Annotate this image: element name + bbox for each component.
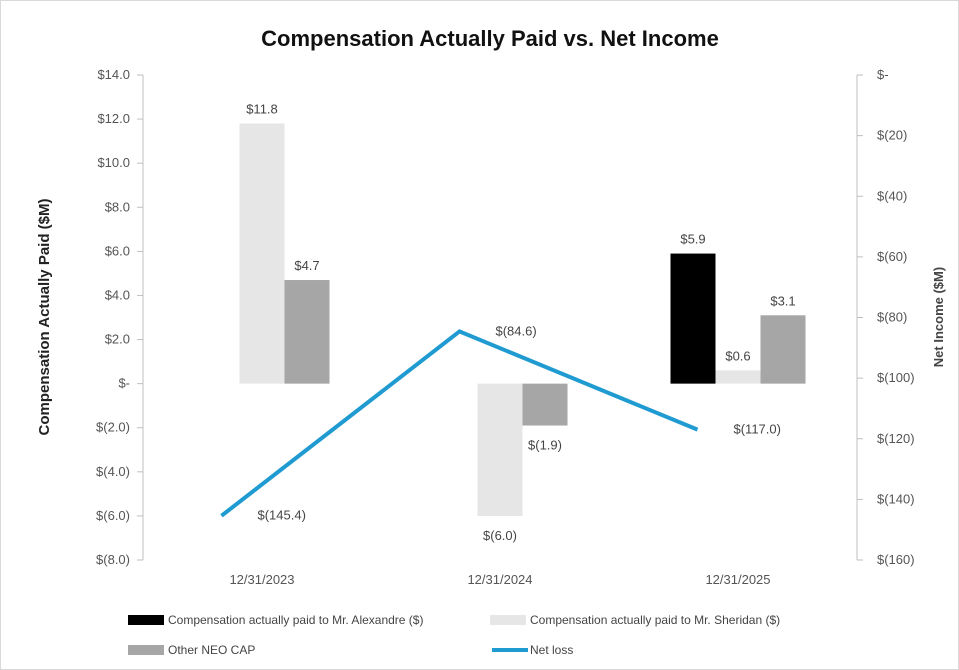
bar-data-label: $0.6	[725, 348, 750, 363]
right-tick-label: $-	[877, 67, 889, 82]
left-tick-label: $(6.0)	[96, 508, 130, 523]
bar	[239, 123, 285, 384]
line-data-label: $(117.0)	[734, 422, 781, 437]
bar	[284, 280, 330, 384]
right-tick-label: $(20)	[877, 128, 907, 143]
axes: $14.0 $12.0 $10.0 $8.0 $6.0 $4.0 $2.0 $- $(2.0) $…	[36, 67, 946, 587]
legend-label: Other NEO CAP	[168, 643, 255, 657]
right-tick-label: $(40)	[877, 188, 907, 203]
bar-data-label: $5.9	[680, 232, 705, 247]
x-tick-label: 12/31/2025	[705, 572, 770, 587]
legend-label: Net loss	[530, 643, 573, 657]
data-labels: $5.9 $11.8 $(6.0) $0.6 $4.7 $(1.9) $3.1 $(145.4…	[246, 102, 795, 543]
line-data-label: $(145.4)	[258, 508, 306, 523]
left-tick-label: $(8.0)	[96, 552, 130, 567]
legend-label: Compensation actually paid to Mr. Alexan…	[168, 613, 423, 627]
bar	[477, 383, 523, 516]
right-axis-title: Net Income ($M)	[931, 267, 946, 367]
chart-title: Compensation Actually Paid vs. Net Incom…	[261, 26, 719, 51]
left-tick-label: $4.0	[105, 287, 130, 302]
left-tick-label: $6.0	[105, 243, 130, 258]
net-loss-line	[220, 329, 699, 518]
legend: Compensation actually paid to Mr. Alexan…	[128, 613, 780, 657]
right-tick-label: $(140)	[877, 491, 915, 506]
bar-data-label: $4.7	[294, 258, 319, 273]
left-tick-label: $12.0	[97, 111, 130, 126]
bar-data-label: $11.8	[246, 102, 278, 117]
bar	[760, 315, 806, 384]
left-tick-label: $(4.0)	[96, 464, 130, 479]
legend-swatch	[128, 645, 164, 655]
bar	[522, 383, 568, 426]
right-tick-label: $(120)	[877, 431, 915, 446]
left-tick-label: $10.0	[97, 155, 130, 170]
bar-data-label: $(6.0)	[483, 528, 517, 543]
bar-data-label: $3.1	[770, 293, 795, 308]
legend-swatch	[128, 615, 164, 625]
right-tick-label: $(160)	[877, 552, 915, 567]
right-tick-label: $(60)	[877, 249, 907, 264]
bar	[670, 253, 716, 384]
x-tick-label: 12/31/2024	[467, 572, 532, 587]
left-tick-label: $(2.0)	[96, 420, 130, 435]
bar	[715, 370, 761, 384]
right-tick-label: $(80)	[877, 310, 907, 325]
net-loss-line-group	[220, 329, 699, 518]
bar-data-label: $(1.9)	[528, 438, 562, 453]
left-tick-label: $14.0	[97, 67, 130, 82]
line-data-label: $(84.6)	[496, 323, 537, 338]
bars	[239, 123, 806, 516]
x-tick-label: 12/31/2023	[229, 572, 294, 587]
left-tick-label: $-	[118, 376, 130, 391]
legend-label: Compensation actually paid to Mr. Sherid…	[530, 613, 780, 627]
legend-swatch	[490, 615, 526, 625]
left-axis-title: Compensation Actually Paid ($M)	[36, 199, 53, 436]
left-tick-label: $8.0	[105, 199, 130, 214]
left-tick-label: $2.0	[105, 332, 130, 347]
right-tick-label: $(100)	[877, 370, 915, 385]
